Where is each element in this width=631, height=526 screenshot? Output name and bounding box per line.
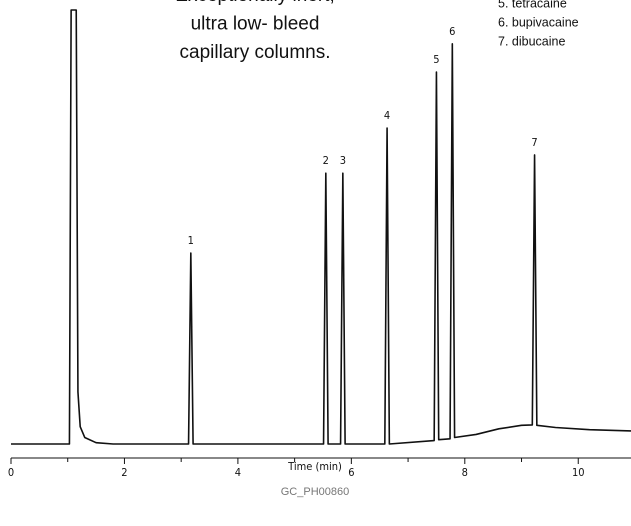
- x-tick-label: 8: [462, 466, 468, 479]
- headline: capillary columns.: [180, 42, 331, 63]
- x-tick-label: 0: [8, 466, 14, 479]
- peak-label: 5: [433, 53, 439, 66]
- peak-label: 1: [188, 234, 194, 247]
- x-axis-label: Time (min): [287, 460, 342, 473]
- x-tick-label: 2: [121, 466, 127, 479]
- peak-label: 2: [323, 154, 329, 167]
- x-tick-label: 10: [572, 466, 585, 479]
- x-tick-label: 6: [348, 466, 354, 479]
- trace: [11, 9, 631, 445]
- figure-code: GC_PH00860: [281, 486, 350, 498]
- peak-label: 4: [384, 109, 390, 122]
- headline: ultra low- bleed: [191, 14, 320, 35]
- compound-item: 6. bupivacaine: [498, 15, 579, 29]
- x-tick-label: 4: [235, 466, 241, 479]
- peak-label: 6: [449, 25, 455, 38]
- compound-item: 5. tetracaine: [498, 0, 567, 10]
- peak-label: 3: [340, 154, 346, 167]
- headline: Exceptionally inert,: [175, 0, 334, 6]
- compound-item: 7. dibucaine: [498, 34, 565, 48]
- peak-label: 7: [531, 136, 537, 149]
